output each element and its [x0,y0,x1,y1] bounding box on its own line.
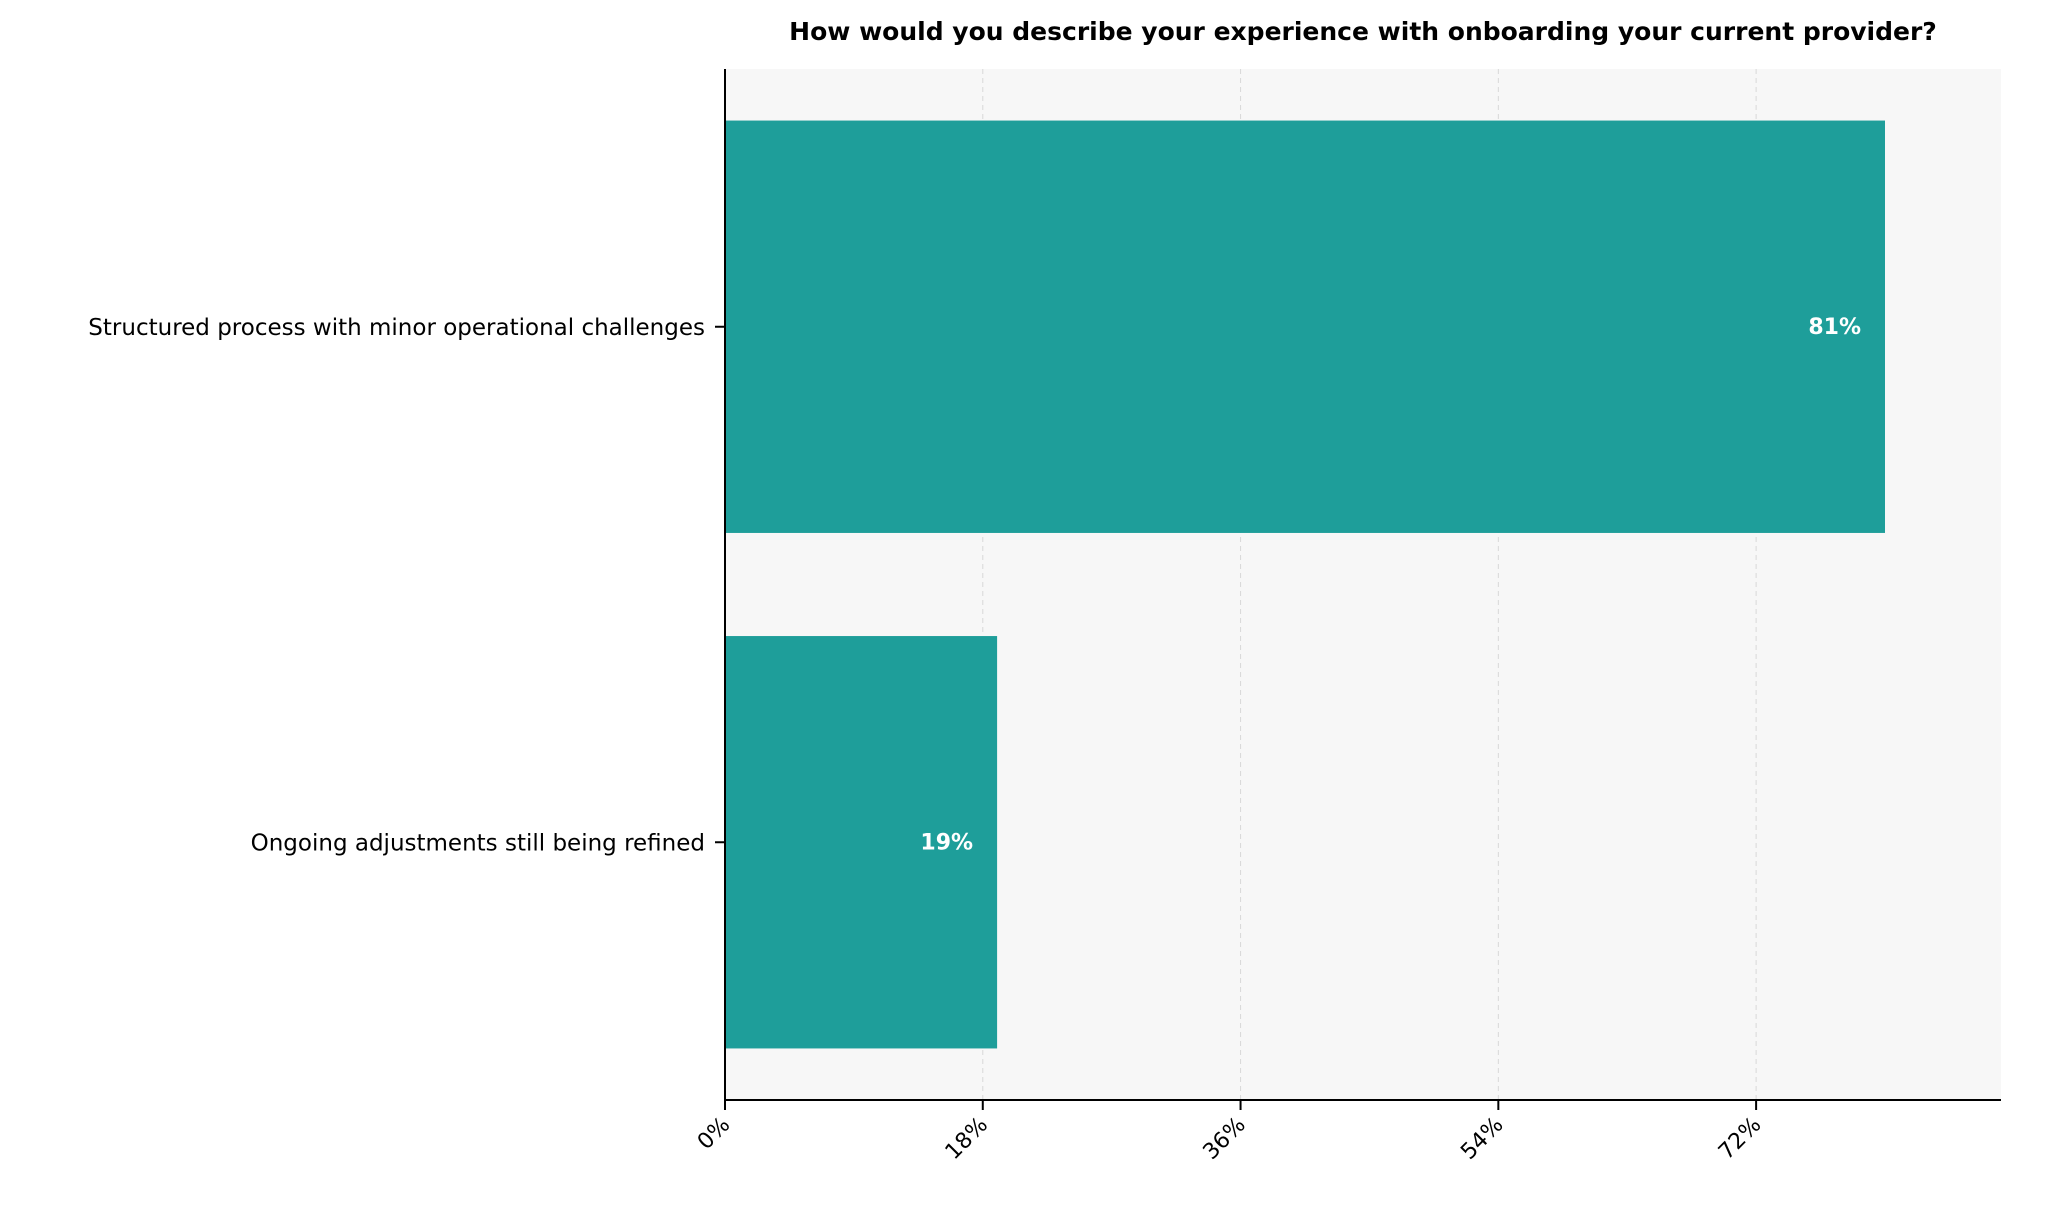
x-tick-label: 0% [693,1113,735,1155]
bar-value-label: 19% [920,830,973,855]
x-tick-label: 72% [1714,1113,1766,1165]
y-tick-label: Ongoing adjustments still being refined [251,830,705,856]
bar [725,120,1885,533]
x-tick-label: 36% [1199,1113,1251,1165]
x-tick-label: 18% [941,1113,993,1165]
chart-title: How would you describe your experience w… [789,17,1937,46]
x-tick-label: 54% [1456,1113,1508,1165]
bar [725,636,998,1049]
bar-value-label: 81% [1808,315,1861,340]
y-tick-label: Structured process with minor operationa… [88,315,705,341]
